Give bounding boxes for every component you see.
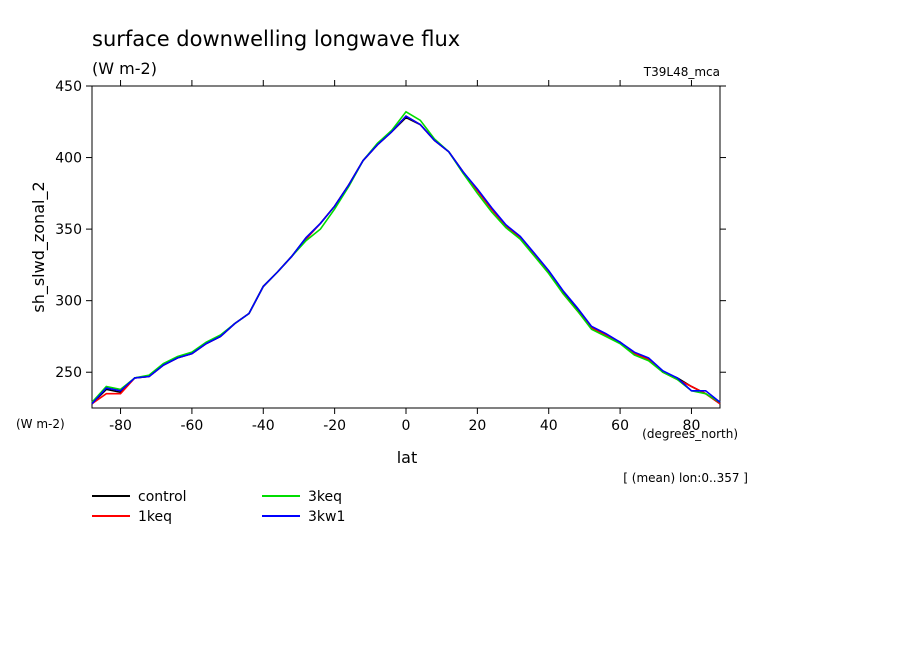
x-axis-label: lat [397,448,418,467]
x-tick-label: -40 [252,418,275,434]
chart-title: surface downwelling longwave flux [92,27,460,51]
data-line [91,115,721,405]
x-tick-label: 20 [468,418,486,434]
x-tick-label: 80 [683,418,701,434]
x-tick-label: 40 [540,418,558,434]
y-tick-label: 350 [55,222,82,238]
y-tick-label: 300 [55,294,82,310]
dataset-label: T39L48_mca [643,65,720,79]
legend-label: 3kw1 [308,509,345,525]
data-line [91,110,721,403]
y-tick-label: 250 [55,365,82,381]
x-tick-label: -60 [180,418,203,434]
note: [ (mean) lon:0..357 ] [623,471,748,485]
legend-label: control [138,489,187,505]
subtitle: (W m-2) [92,59,157,78]
legend-label: 1keq [138,509,172,525]
x-units: (degrees_north) [642,427,738,441]
x-tick-label: -20 [323,418,346,434]
y-tick-label: 400 [55,151,82,167]
x-tick-label: 60 [611,418,629,434]
x-tick-label: 0 [402,418,411,434]
x-tick-label: -80 [109,418,132,434]
y-tick-label: 450 [55,79,82,95]
legend-label: 3keq [308,489,342,505]
y-units: (W m-2) [16,417,65,431]
y-axis-label: sh_slwd_zonal_2 [29,181,49,312]
